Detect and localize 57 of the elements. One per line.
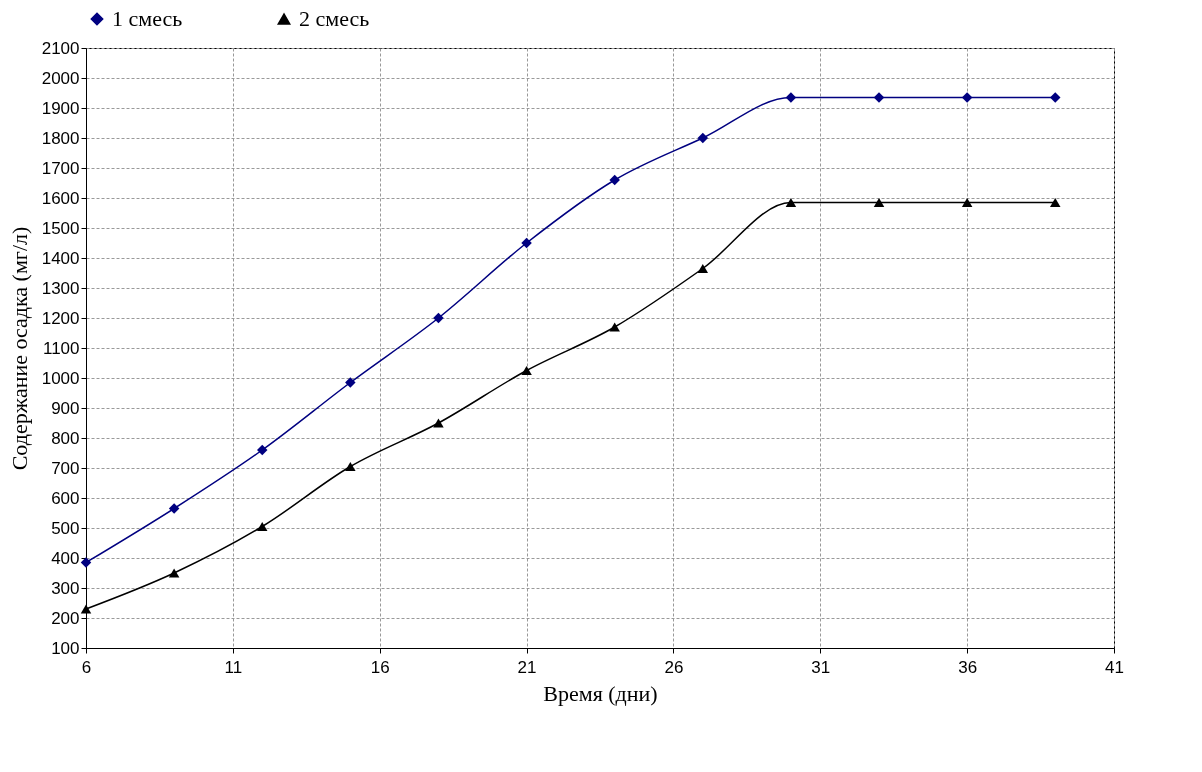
point (961, 197, 973, 208)
y-tick-label: 200 (51, 608, 80, 628)
y-tick-label: 800 (51, 428, 80, 448)
y-tick-label: 300 (51, 578, 80, 598)
y-tick-label: 500 (51, 518, 80, 538)
y-tick-label: 1900 (41, 98, 80, 118)
y-tick-label: 400 (51, 548, 80, 568)
point (785, 92, 797, 103)
point (521, 237, 532, 249)
point (697, 263, 709, 274)
point (609, 322, 620, 332)
y-tick-label: 1100 (42, 338, 80, 358)
legend-label: 2 смесь (299, 6, 370, 31)
y-tick-label: 1700 (41, 158, 80, 178)
x-tick-label: 36 (958, 657, 978, 677)
y-tick-label: 100 (51, 638, 80, 658)
y-tick-label: 1400 (41, 248, 80, 268)
y-tick-label: 2000 (41, 68, 80, 88)
x-axis-title: Время (дни) (543, 680, 658, 706)
x-tick-label: 31 (811, 657, 831, 677)
point (873, 92, 885, 103)
point (256, 444, 268, 456)
point (345, 461, 356, 472)
x-tick-label: 11 (224, 657, 243, 677)
x-tick-label: 41 (1105, 657, 1124, 677)
point (1050, 197, 1061, 208)
point (80, 604, 92, 614)
y-tick-label: 1500 (41, 218, 80, 238)
point (80, 557, 92, 568)
x-tick-label: 16 (370, 657, 390, 677)
point (609, 174, 620, 186)
y-tick-label: 1600 (41, 188, 80, 208)
point (1050, 92, 1061, 103)
y-tick-label: 2100 (41, 38, 80, 58)
y-tick-label: 600 (51, 488, 80, 508)
y-tick-label: 1000 (41, 368, 80, 388)
point (785, 197, 797, 208)
point (256, 521, 268, 532)
x-tick-label: 21 (517, 657, 537, 677)
point (521, 365, 532, 376)
y-tick-label: 1800 (41, 128, 80, 148)
y-tick-label: 700 (51, 458, 80, 478)
x-tick-label: 26 (664, 657, 684, 677)
legend-label: 1 смесь (112, 6, 183, 31)
point (433, 418, 444, 428)
point (345, 377, 356, 388)
y-axis-title: Содержание осадка (мг/л) (6, 226, 32, 471)
y-tick-label: 900 (51, 398, 80, 418)
point (873, 197, 885, 208)
y-tick-label: 1200 (41, 308, 80, 328)
point (961, 92, 973, 103)
y-tick-label: 1300 (41, 278, 80, 298)
point (433, 312, 444, 324)
point (168, 503, 180, 514)
point (697, 132, 709, 144)
x-tick-label: 6 (81, 657, 92, 677)
point (168, 568, 180, 578)
